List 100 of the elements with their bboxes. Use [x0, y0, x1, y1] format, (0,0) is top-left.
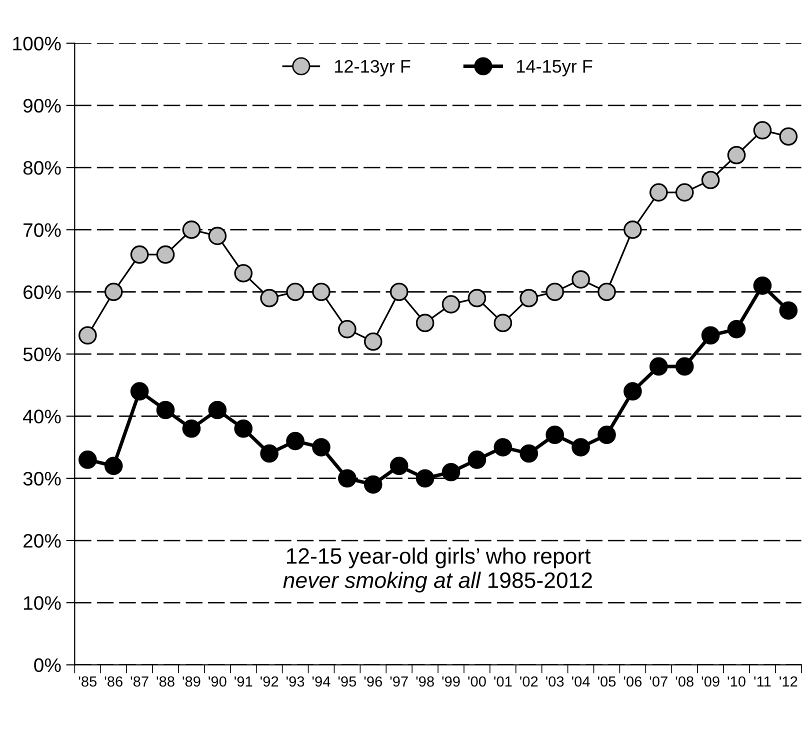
- y-tick-label: 60%: [24, 285, 61, 300]
- point: [598, 426, 616, 444]
- point: [156, 400, 175, 420]
- point: [701, 170, 720, 190]
- point: [598, 282, 616, 302]
- x-tick-label: '01: [494, 676, 512, 687]
- point: [779, 301, 798, 320]
- y-tick-label: 10%: [24, 596, 61, 610]
- x-tick-label: '05: [598, 676, 616, 687]
- x-tick-label: '92: [260, 676, 278, 687]
- point: [494, 314, 512, 332]
- x-tick-label: '89: [182, 676, 200, 687]
- point: [546, 426, 564, 444]
- point: [130, 245, 149, 264]
- point: [727, 320, 746, 338]
- point: [520, 444, 538, 463]
- point: [572, 270, 590, 289]
- point: [182, 419, 201, 438]
- x-tick-label: '12: [780, 676, 798, 687]
- point: [442, 462, 460, 482]
- point: [468, 450, 486, 469]
- point: [649, 183, 668, 202]
- y-tick-label: 70%: [24, 223, 61, 237]
- point: [779, 127, 798, 146]
- y-tick-label: 90%: [23, 98, 61, 113]
- point: [364, 475, 382, 494]
- point: [208, 400, 227, 420]
- point: [546, 282, 564, 302]
- x-tick-label: '03: [546, 676, 564, 687]
- point: [286, 282, 304, 302]
- point: [416, 314, 434, 332]
- x-tick-label: '90: [208, 676, 226, 687]
- point: [520, 288, 538, 308]
- y-tick-label: 30%: [23, 472, 61, 486]
- annotation: never smoking at all: [283, 572, 481, 593]
- x-tick-label: '11: [754, 676, 771, 687]
- x-tick-label: '88: [156, 676, 174, 687]
- x-tick-label: '93: [286, 676, 304, 687]
- y-tick-label: 80%: [23, 161, 61, 175]
- annotation: 12-15 year-old girls’ who report: [287, 548, 591, 568]
- x-tick-label: '86: [104, 676, 122, 687]
- point: [624, 220, 642, 239]
- legend-label: 12-13yr F: [335, 60, 410, 76]
- x-tick-label: '02: [520, 676, 538, 687]
- y-tick-label: 100%: [13, 36, 61, 50]
- point: [286, 432, 304, 450]
- point: [312, 438, 330, 456]
- point: [312, 282, 330, 302]
- x-tick-label: '96: [364, 676, 382, 687]
- point: [104, 456, 123, 476]
- point: [338, 320, 356, 338]
- point: [442, 295, 460, 314]
- x-tick-label: '10: [728, 676, 746, 687]
- point: [701, 326, 720, 345]
- point: [572, 438, 590, 456]
- y-tick-label: 0%: [34, 658, 61, 672]
- annotation: 1985-2012: [488, 572, 592, 588]
- x-tick-label: '07: [650, 676, 668, 687]
- x-tick-label: '98: [416, 676, 434, 687]
- point: [727, 146, 746, 164]
- point: [208, 226, 227, 246]
- x-tick-label: '97: [390, 676, 408, 687]
- point: [130, 382, 149, 400]
- x-tick-label: '85: [78, 676, 97, 687]
- point: [494, 438, 512, 456]
- point: [234, 419, 253, 438]
- point: [104, 282, 123, 302]
- point: [78, 450, 97, 469]
- point: [260, 444, 279, 463]
- y-tick-label: 50%: [23, 348, 61, 362]
- point: [234, 264, 253, 282]
- x-tick-label: '91: [234, 676, 252, 687]
- point: [624, 382, 642, 400]
- x-tick-label: '06: [624, 676, 642, 687]
- y-tick-label: 20%: [24, 534, 61, 548]
- point: [390, 456, 408, 476]
- x-tick-label: '08: [676, 676, 694, 687]
- point: [675, 357, 694, 376]
- point: [390, 282, 408, 302]
- point: [753, 276, 772, 295]
- x-tick-label: '04: [572, 676, 590, 687]
- point: [416, 469, 434, 488]
- point: [753, 121, 772, 140]
- x-tick-label: '09: [702, 676, 720, 687]
- point: [78, 326, 97, 345]
- x-tick-label: '99: [442, 676, 460, 687]
- point: [468, 288, 486, 308]
- point: [649, 357, 668, 376]
- x-tick-label: '87: [130, 676, 148, 687]
- x-tick-label: '94: [312, 676, 330, 687]
- point: [156, 245, 175, 264]
- point: [675, 183, 694, 202]
- legend-label: 14-15yr F: [517, 60, 592, 76]
- y-tick-label: 40%: [23, 410, 61, 424]
- point: [182, 220, 201, 239]
- point: [260, 288, 279, 308]
- point: [338, 469, 356, 488]
- x-tick-label: '00: [468, 676, 486, 687]
- x-tick-label: '95: [338, 676, 356, 687]
- point: [364, 332, 382, 351]
